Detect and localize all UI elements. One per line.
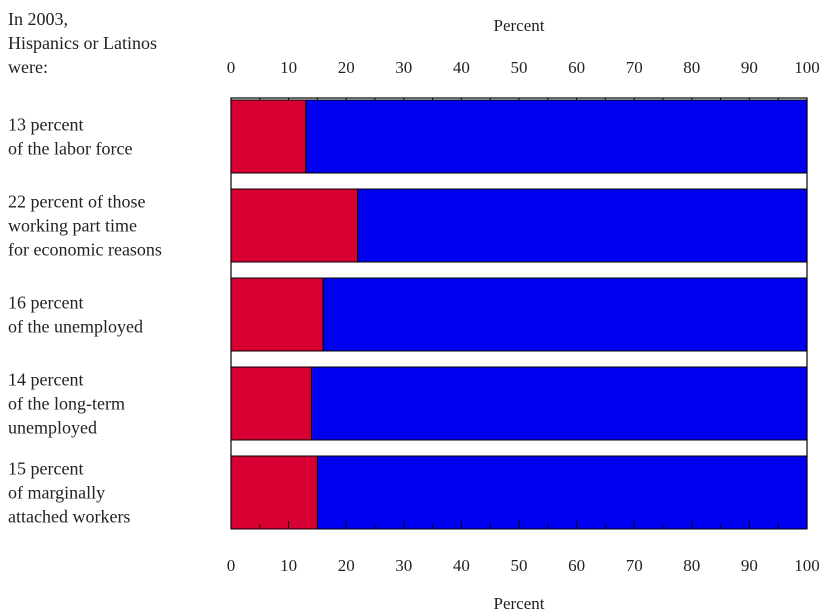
intro-label: In 2003, Hispanics or Latinos were: <box>8 9 157 77</box>
top-tick-label: 70 <box>626 58 643 77</box>
top-tick-label: 50 <box>511 58 528 77</box>
axis-title-bottom: Percent <box>494 594 545 613</box>
top-tick-label: 20 <box>338 58 355 77</box>
category-label: 16 percent <box>8 293 83 313</box>
bar-segment-share <box>230 455 318 530</box>
bar-segment-share <box>230 188 359 263</box>
category-label: of marginally <box>8 483 105 503</box>
bars <box>230 99 808 530</box>
category-labels: 13 percent of the labor force 22 percent o… <box>8 115 162 527</box>
bottom-tick-label: 0 <box>227 556 236 575</box>
category-label: of the unemployed <box>8 317 143 337</box>
top-tick-label: 30 <box>395 58 412 77</box>
bottom-tick-label: 70 <box>626 556 643 575</box>
bottom-tick-label: 20 <box>338 556 355 575</box>
top-tick-label: 60 <box>568 58 585 77</box>
top-tick-label: 80 <box>683 58 700 77</box>
category-label: working part time <box>8 216 137 236</box>
bottom-tick-label: 10 <box>280 556 297 575</box>
bar-segment-share <box>230 99 307 174</box>
category-label: 13 percent <box>8 115 83 135</box>
bottom-tick-label: 80 <box>683 556 700 575</box>
bottom-tick-label: 50 <box>511 556 528 575</box>
bottom-tick-label: 40 <box>453 556 470 575</box>
top-tick-label: 40 <box>453 58 470 77</box>
top-tick-label: 10 <box>280 58 297 77</box>
category-label: attached workers <box>8 507 130 527</box>
bar-segment-remainder <box>316 455 808 530</box>
category-label: 14 percent <box>8 370 83 390</box>
bar-segment-share <box>230 366 313 441</box>
axis-title-top: Percent <box>494 16 545 35</box>
category-label: unemployed <box>8 418 97 438</box>
bar-segment-remainder <box>305 99 808 174</box>
bar-segment-remainder <box>322 277 808 352</box>
top-tick-label: 90 <box>741 58 758 77</box>
bottom-tick-label: 60 <box>568 556 585 575</box>
bar-segment-share <box>230 277 324 352</box>
bottom-tick-label: 90 <box>741 556 758 575</box>
bar-segment-remainder <box>357 188 808 263</box>
category-label: for economic reasons <box>8 240 162 260</box>
intro-label-line: In 2003, <box>8 9 68 29</box>
category-label: 22 percent of those <box>8 192 145 212</box>
bar-segment-remainder <box>311 366 808 441</box>
category-label: of the long-term <box>8 394 125 414</box>
top-tick-label: 0 <box>227 58 236 77</box>
category-label: 15 percent <box>8 459 83 479</box>
bottom-tick-label: 30 <box>395 556 412 575</box>
bottom-axis-ticks: 0 10 20 30 40 50 60 70 80 90 100 <box>227 521 820 575</box>
top-tick-label: 100 <box>794 58 820 77</box>
category-label: of the labor force <box>8 139 132 159</box>
bottom-tick-label: 100 <box>794 556 820 575</box>
intro-label-line: were: <box>8 57 48 77</box>
intro-label-line: Hispanics or Latinos <box>8 33 157 53</box>
